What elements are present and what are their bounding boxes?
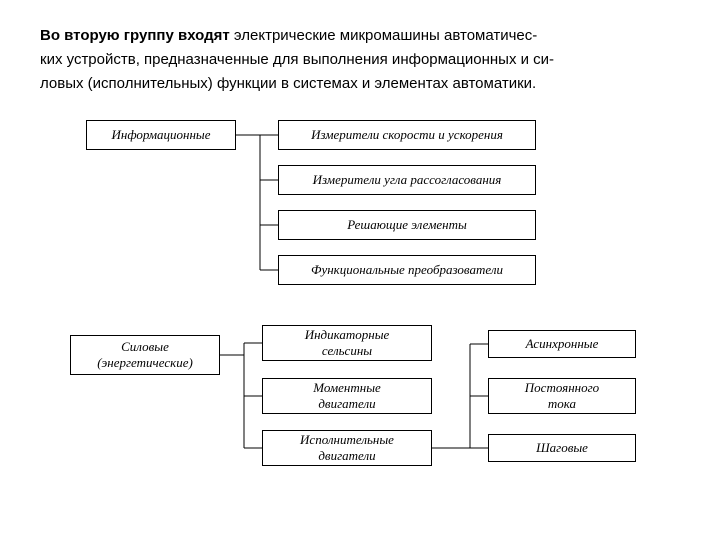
- intro-paragraph: Во вторую группу входят электрические ми…: [40, 24, 680, 96]
- node-sub-async: Асинхронные: [488, 330, 636, 358]
- node-info-angle: Измерители угла рассогласования: [278, 165, 536, 195]
- node-pwr-mom: Моментныедвигатели: [262, 378, 432, 414]
- node-info-solve: Решающие элементы: [278, 210, 536, 240]
- intro-l2: ких устройств, предназначенные для выпол…: [40, 51, 554, 68]
- node-info: Информационные: [86, 120, 236, 150]
- node-sub-dc: Постоянноготока: [488, 378, 636, 414]
- node-info-func: Функциональные преобразователи: [278, 255, 536, 285]
- intro-l3: ловых (исполнительных) функции в система…: [40, 75, 536, 92]
- node-info-speed: Измерители скорости и ускорения: [278, 120, 536, 150]
- page: Во вторую группу входят электрические ми…: [0, 0, 720, 540]
- intro-bold: Во вторую группу входят: [40, 27, 234, 44]
- node-pwr-exec: Исполнительныедвигатели: [262, 430, 432, 466]
- intro-l1: электрические микромашины автоматичес-: [234, 27, 537, 44]
- node-pwr-ind: Индикаторныесельсины: [262, 325, 432, 361]
- node-power: Силовые(энергетические): [70, 335, 220, 375]
- node-sub-step: Шаговые: [488, 434, 636, 462]
